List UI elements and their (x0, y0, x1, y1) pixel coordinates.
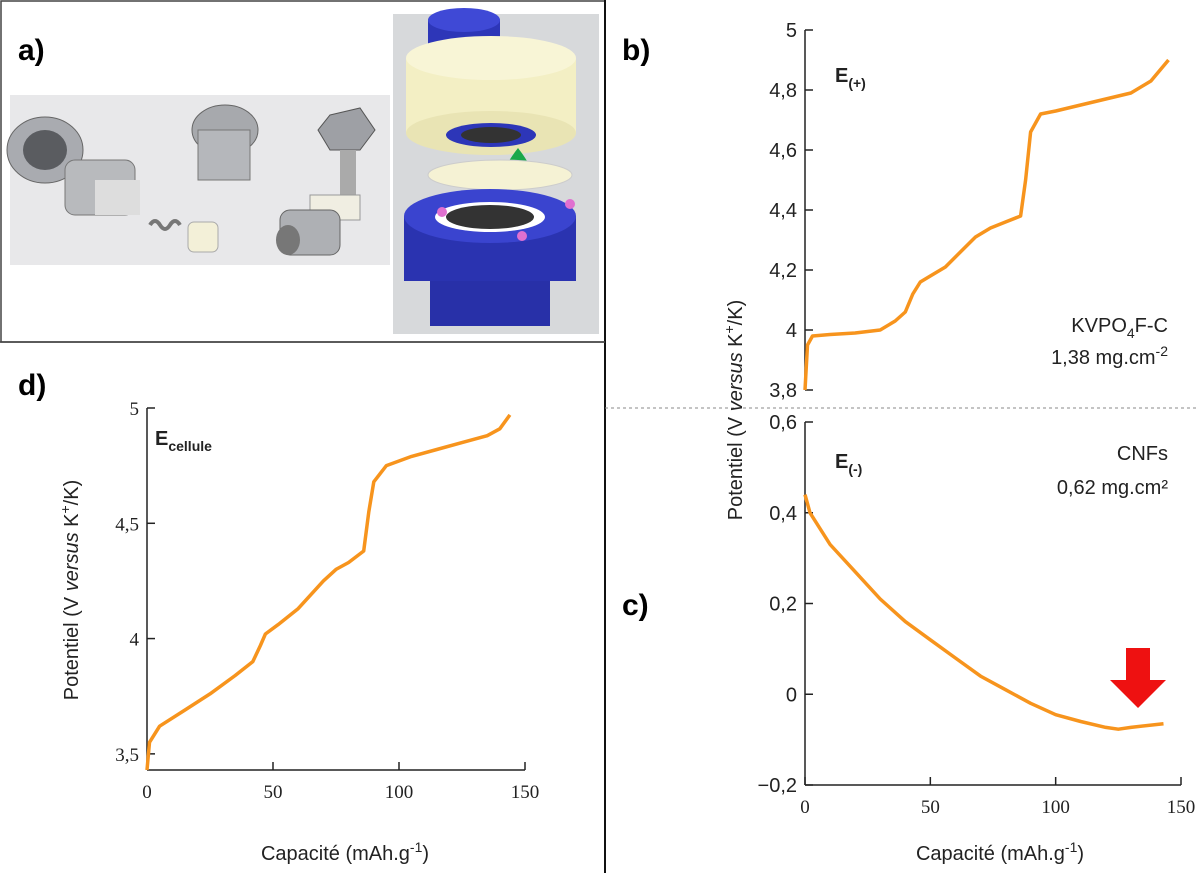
text-part: + (721, 325, 737, 333)
text-part: (-) (848, 461, 862, 477)
x-tick-label: 100 (385, 782, 414, 803)
text-part: 4 (1127, 325, 1135, 341)
annotation: E(+) (835, 65, 866, 91)
y-tick-label: 4,6 (769, 140, 797, 162)
text-part: versus (61, 532, 83, 591)
y-tick-label: 0,6 (769, 412, 797, 434)
text-part: ) (422, 843, 429, 865)
text-part: /K) (61, 480, 83, 506)
photo-cells (6, 95, 390, 265)
annotation: E(-) (835, 451, 862, 477)
x-tick-label: 150 (1167, 797, 1196, 818)
x-tick-label: 0 (800, 797, 810, 818)
y-tick-label: 5 (786, 20, 797, 42)
y-tick-label: 0,2 (769, 594, 797, 616)
text-part: F-C (1135, 315, 1168, 337)
annotation: 0,62 mg.cm² (1057, 477, 1168, 499)
text-part: KVPO (1071, 315, 1127, 337)
y-tick-label: 3,8 (769, 380, 797, 402)
y-axis-label: Potentiel (V versus K+/K) (721, 300, 747, 521)
annotation: 1,38 mg.cm-2 (1051, 343, 1168, 369)
text-part: (+) (848, 75, 866, 91)
x-axis-label: Capacité (mAh.g-1) (261, 839, 429, 865)
x-axis-label: Capacité (mAh.g-1) (916, 839, 1084, 865)
text-part: E (155, 428, 168, 450)
text-part: K (725, 333, 747, 353)
text-part: 0,62 mg.cm² (1057, 477, 1168, 499)
panel-label: c) (622, 589, 649, 622)
x-tick-label: 50 (921, 797, 940, 818)
y-tick-label: 5 (130, 399, 140, 420)
cell-schematic (393, 8, 599, 334)
text-part: CNFs (1117, 443, 1168, 465)
text-part: cellule (168, 438, 212, 454)
text-part: E (835, 451, 848, 473)
y-tick-label: 4 (130, 630, 140, 651)
text-part: 1,38 mg.cm (1051, 347, 1155, 369)
text-part: Capacité (mAh.g (261, 843, 410, 865)
text-part: K (61, 513, 83, 533)
text-part: versus (725, 352, 747, 411)
line (803, 58, 1170, 391)
panel-label: d) (18, 369, 46, 402)
y-tick-label: 0 (786, 684, 797, 706)
text-part: -2 (1156, 343, 1169, 359)
red-arrow (1110, 648, 1166, 708)
y-tick-label: 4,2 (769, 260, 797, 282)
text-part: ) (1077, 843, 1084, 865)
text-part: Potentiel (V (725, 411, 747, 520)
x-tick-label: 150 (511, 782, 540, 803)
y-tick-label: 4,4 (769, 200, 797, 222)
panel-label: a) (18, 34, 45, 67)
y-axis-label: Potentiel (V versus K+/K) (57, 480, 83, 701)
y-tick-label: 0,4 (769, 503, 797, 525)
line (803, 494, 1164, 731)
y-tick-label: −0,2 (758, 775, 797, 797)
text-part: Potentiel (V (61, 591, 83, 700)
text-part: -1 (410, 839, 423, 855)
y-tick-label: 3,5 (115, 745, 139, 766)
text-part: E (835, 65, 848, 87)
y-tick-label: 4,5 (115, 514, 139, 535)
y-tick-label: 4 (786, 320, 797, 342)
annotation: KVPO4F-C (1071, 315, 1168, 341)
x-tick-label: 0 (142, 782, 152, 803)
line (145, 413, 512, 771)
text-part: Capacité (mAh.g (916, 843, 1065, 865)
x-tick-label: 50 (264, 782, 283, 803)
annotation: CNFs (1117, 443, 1168, 465)
y-tick-label: 4,8 (769, 80, 797, 102)
text-part: + (57, 505, 73, 513)
text-part: /K) (725, 300, 747, 326)
x-tick-label: 100 (1041, 797, 1070, 818)
text-part: -1 (1065, 839, 1078, 855)
annotation: Ecellule (155, 428, 212, 454)
panel-label: b) (622, 34, 650, 67)
